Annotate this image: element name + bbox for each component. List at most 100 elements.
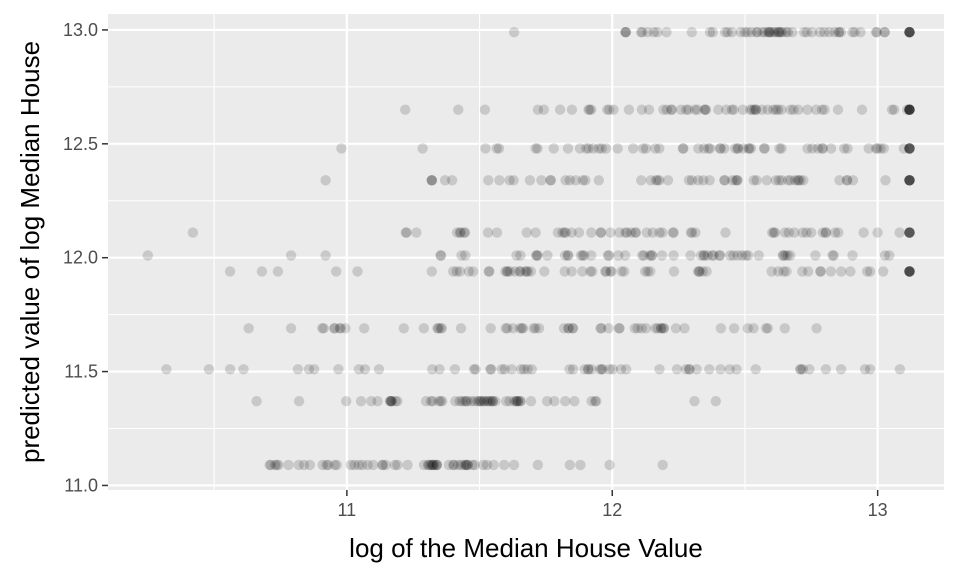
data-point xyxy=(742,323,753,334)
data-point xyxy=(615,364,627,375)
data-point xyxy=(564,459,575,471)
data-point xyxy=(642,266,653,277)
data-point xyxy=(427,364,438,375)
data-point xyxy=(825,143,837,154)
data-point xyxy=(797,364,809,375)
data-point xyxy=(661,104,673,115)
data-point xyxy=(751,27,762,38)
data-point xyxy=(224,266,236,277)
data-point xyxy=(620,27,632,38)
data-point xyxy=(889,104,900,115)
data-point xyxy=(816,143,828,154)
data-point xyxy=(777,250,789,261)
data-point xyxy=(728,250,739,261)
data-point xyxy=(806,227,817,238)
data-point xyxy=(745,104,756,115)
data-point xyxy=(737,104,749,115)
data-point xyxy=(511,250,522,261)
data-point xyxy=(721,104,732,115)
data-point xyxy=(271,459,282,471)
data-point xyxy=(683,175,695,186)
data-point xyxy=(273,459,284,471)
data-point xyxy=(433,396,444,407)
data-point xyxy=(256,266,268,277)
data-point xyxy=(583,364,594,375)
data-point xyxy=(750,364,761,375)
data-point xyxy=(692,266,704,277)
data-point xyxy=(751,175,762,186)
data-point xyxy=(728,323,740,334)
data-point xyxy=(719,175,730,186)
data-point xyxy=(486,364,497,375)
y-tick-label: 12.5 xyxy=(63,134,98,154)
data-point xyxy=(567,323,579,334)
data-point xyxy=(446,175,458,186)
data-point xyxy=(285,323,297,334)
data-point xyxy=(801,227,812,238)
data-point xyxy=(575,459,586,471)
data-point xyxy=(727,175,738,186)
data-point xyxy=(630,227,642,238)
data-point xyxy=(632,323,643,334)
data-point xyxy=(541,396,553,407)
data-point xyxy=(340,323,351,334)
data-point xyxy=(744,143,755,154)
data-point xyxy=(904,175,915,186)
data-point xyxy=(694,266,705,277)
data-point xyxy=(524,175,536,186)
data-point xyxy=(870,27,882,38)
data-point xyxy=(567,323,578,334)
data-point xyxy=(434,364,445,375)
data-point xyxy=(904,104,915,115)
data-point xyxy=(856,104,868,115)
data-point xyxy=(582,364,594,375)
data-point xyxy=(514,323,526,334)
data-point xyxy=(787,27,798,38)
data-point xyxy=(773,27,785,38)
data-point xyxy=(779,227,791,238)
data-point xyxy=(904,266,915,277)
data-point xyxy=(815,266,827,277)
data-point xyxy=(585,266,596,277)
data-point xyxy=(559,227,570,238)
data-point xyxy=(814,27,826,38)
data-point xyxy=(512,396,524,407)
data-point xyxy=(656,250,668,261)
data-point xyxy=(390,396,401,407)
data-point xyxy=(616,266,627,277)
data-point xyxy=(355,396,367,407)
data-point xyxy=(448,266,459,277)
data-point xyxy=(449,364,461,375)
data-point xyxy=(448,459,459,471)
data-point xyxy=(780,250,791,261)
data-point xyxy=(389,459,401,471)
data-point xyxy=(570,175,581,186)
data-point xyxy=(655,323,667,334)
data-point xyxy=(494,175,505,186)
data-point xyxy=(485,323,496,334)
data-point xyxy=(518,364,530,375)
data-point xyxy=(453,104,464,115)
data-point xyxy=(904,175,915,186)
data-point xyxy=(285,250,297,261)
data-point xyxy=(243,323,254,334)
data-point xyxy=(750,104,761,115)
data-point xyxy=(904,175,915,186)
data-point xyxy=(779,323,790,334)
data-point xyxy=(584,104,595,115)
data-point xyxy=(563,323,574,334)
data-point xyxy=(557,227,568,238)
data-point xyxy=(341,396,352,407)
data-point xyxy=(521,266,532,277)
data-point xyxy=(426,459,437,471)
data-point xyxy=(739,27,750,38)
data-point xyxy=(431,459,442,471)
data-point xyxy=(769,227,781,238)
data-point xyxy=(433,323,444,334)
data-point xyxy=(482,227,494,238)
data-point xyxy=(455,459,467,471)
data-point xyxy=(702,250,713,261)
data-point xyxy=(600,266,612,277)
data-point xyxy=(698,250,710,261)
data-point xyxy=(724,250,736,261)
